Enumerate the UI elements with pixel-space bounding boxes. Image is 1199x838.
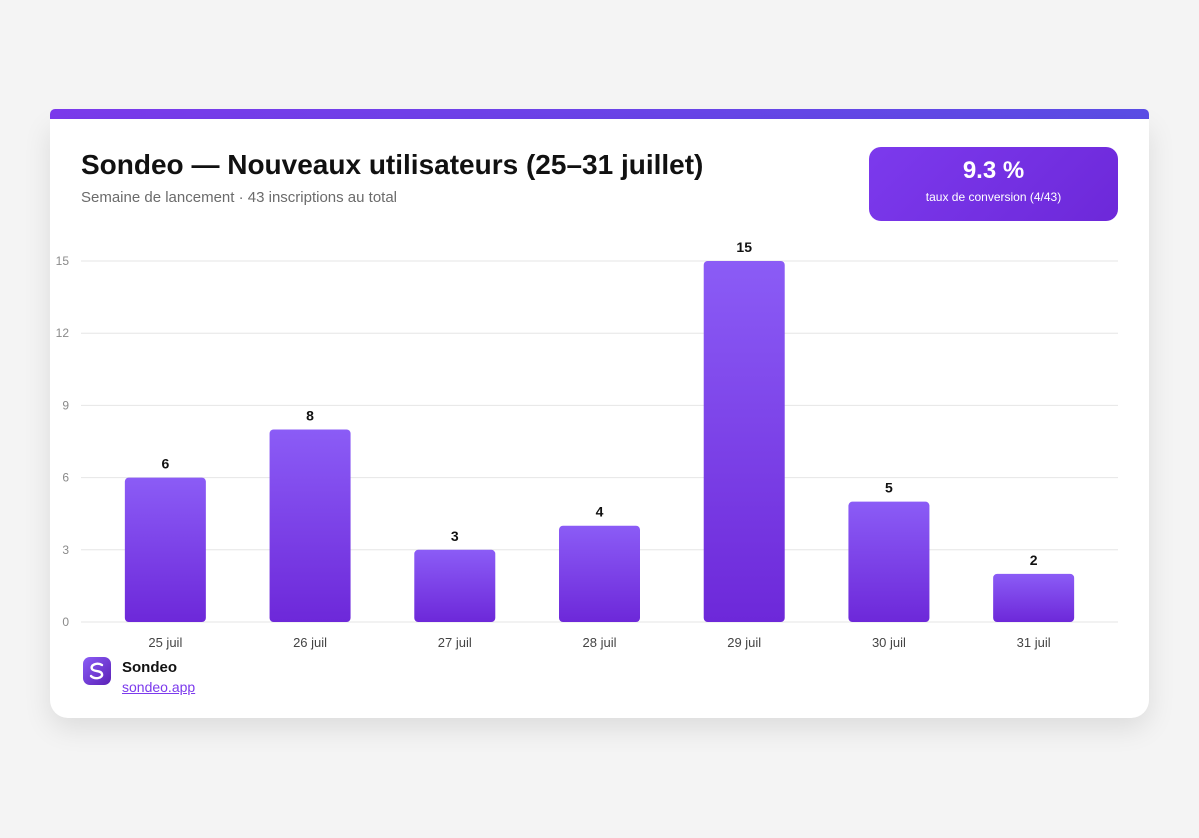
accent-top-bar bbox=[50, 109, 1149, 119]
bar-28-juil bbox=[559, 525, 640, 622]
bar-31-juil bbox=[993, 573, 1075, 622]
bar-29-juil bbox=[703, 261, 785, 622]
y-tick-label: 3 bbox=[62, 543, 69, 557]
x-tick-label: 25 juil bbox=[148, 635, 182, 650]
y-tick-label: 9 bbox=[62, 398, 69, 412]
x-tick-label: 28 juil bbox=[583, 635, 617, 650]
conversion-kpi-badge: 9.3 % taux de conversion (4/43) bbox=[869, 147, 1118, 221]
data-label: 3 bbox=[451, 528, 459, 544]
data-label: 5 bbox=[885, 480, 893, 496]
y-tick-label: 12 bbox=[56, 326, 70, 340]
x-tick-label: 30 juil bbox=[872, 635, 906, 650]
bar-27-juil bbox=[414, 549, 496, 622]
bar-30-juil bbox=[848, 501, 930, 622]
bars bbox=[124, 261, 1075, 622]
y-tick-label: 15 bbox=[56, 254, 70, 268]
data-labels: 6 8 3 4 15 5 2 bbox=[161, 239, 1037, 568]
y-tick-label: 6 bbox=[62, 471, 69, 485]
chart-subtitle: Semaine de lancement · 43 inscriptions a… bbox=[81, 189, 398, 206]
x-axis-ticks: 25 juil 26 juil 27 juil 28 juil 29 juil 30 ju… bbox=[148, 635, 1050, 650]
kpi-label: taux de conversion (4/43) bbox=[925, 190, 1062, 204]
x-tick-label: 27 juil bbox=[438, 635, 472, 650]
chart-title: Sondeo — Nouveaux utilisateurs (25–31 ju… bbox=[81, 149, 704, 180]
bar-26-juil bbox=[269, 429, 351, 622]
chart-card: Sondeo — Nouveaux utilisateurs (25–31 ju… bbox=[50, 119, 1149, 718]
sondeo-logo-icon bbox=[83, 657, 111, 685]
kpi-value: 9.3 % bbox=[962, 157, 1025, 184]
data-label: 4 bbox=[596, 504, 604, 520]
brand-name: Sondeo bbox=[122, 659, 177, 676]
data-label: 2 bbox=[1030, 552, 1038, 568]
x-tick-label: 29 juil bbox=[727, 635, 761, 650]
data-label: 15 bbox=[736, 239, 752, 255]
data-label: 6 bbox=[161, 456, 169, 472]
brand-link[interactable]: sondeo.app bbox=[122, 679, 196, 695]
bar-25-juil bbox=[124, 477, 206, 622]
x-tick-label: 26 juil bbox=[293, 635, 327, 650]
x-tick-label: 31 juil bbox=[1017, 635, 1051, 650]
y-tick-label: 0 bbox=[62, 615, 69, 629]
data-label: 8 bbox=[306, 407, 314, 423]
